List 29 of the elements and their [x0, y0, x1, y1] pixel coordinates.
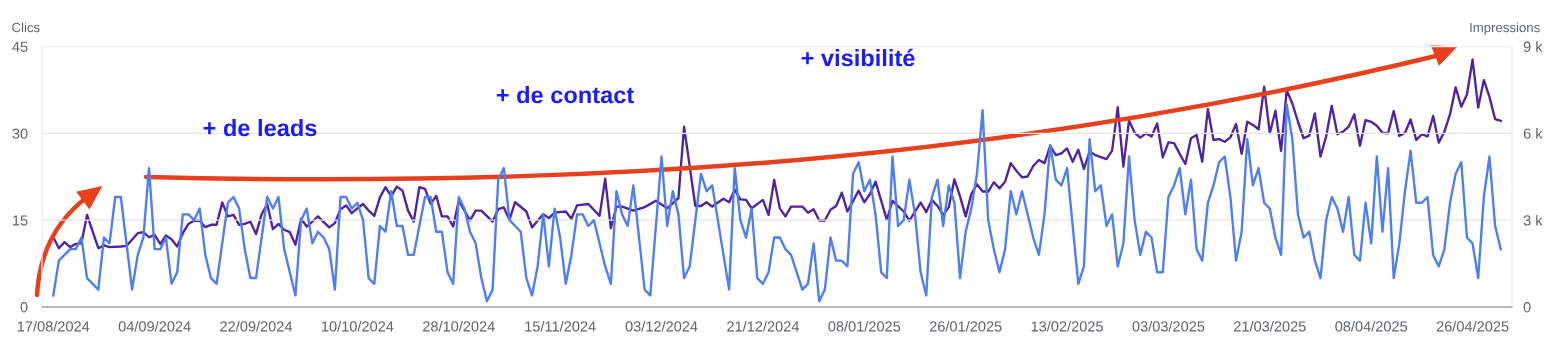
x-tick-label: 26/04/2025	[1436, 320, 1509, 332]
annotation: + de leads	[203, 119, 317, 137]
x-tick-label: 03/03/2025	[1132, 320, 1205, 332]
y2-tick-label: 9 k	[1523, 41, 1543, 52]
y-tick-label: 0	[20, 302, 28, 313]
x-tick-label: 08/01/2025	[828, 320, 901, 332]
y-axis-title: Clics	[12, 22, 40, 33]
x-tick-label: 10/10/2024	[322, 320, 394, 332]
x-tick-label: 08/04/2025	[1335, 320, 1408, 332]
x-tick-label: 03/12/2024	[625, 320, 698, 332]
y2-tick-label: 3 k	[1523, 214, 1543, 226]
x-tick-label: 26/01/2025	[929, 320, 1002, 332]
y2-tick-label: 0	[1523, 302, 1531, 313]
x-tick-label: 04/09/2024	[118, 320, 191, 332]
annotation: + visibilité	[801, 48, 915, 67]
y2-tick-label: 6 k	[1523, 128, 1543, 139]
y2-axis-title: Impressions	[1470, 22, 1540, 35]
x-tick-label: 17/08/2024	[17, 320, 90, 332]
x-tick-label: 13/02/2025	[1031, 320, 1103, 332]
y-tick-label: 30	[12, 128, 28, 139]
x-tick-label: 22/09/2024	[220, 320, 293, 332]
annotation: + de contact	[496, 86, 634, 104]
line-series	[52, 103, 1502, 303]
x-tick-label: 28/10/2024	[423, 320, 495, 332]
x-tick-label: 21/03/2025	[1234, 320, 1306, 332]
y-tick-label: 15	[13, 215, 28, 226]
x-tick-label: 21/12/2024	[727, 320, 799, 332]
x-tick-label: 15/11/2024	[525, 320, 596, 332]
y-tick-label: 45	[12, 41, 28, 52]
